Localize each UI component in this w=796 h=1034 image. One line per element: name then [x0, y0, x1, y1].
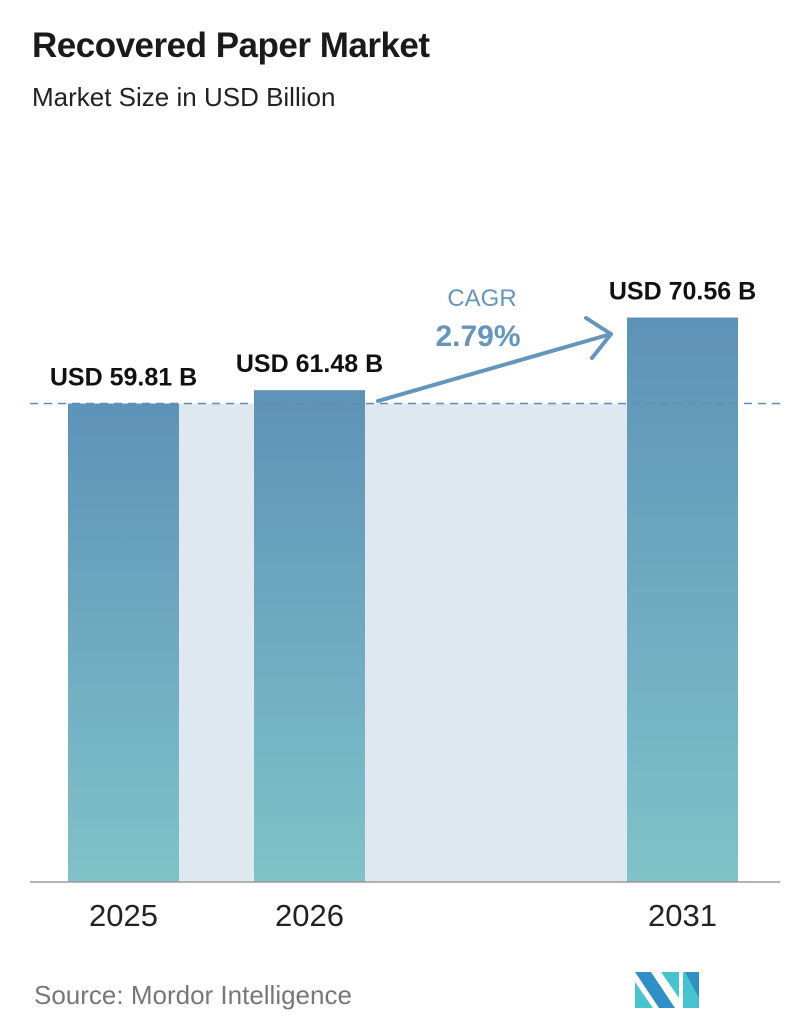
data-label-2025: USD 59.81 B: [50, 364, 197, 392]
x-tick-label-2025: 2025: [89, 898, 158, 933]
cagr-value: 2.79%: [435, 320, 520, 353]
cagr-arrow-head: [584, 316, 613, 360]
bar-2031: [627, 317, 738, 882]
data-label-2031: USD 70.56 B: [609, 278, 756, 306]
chart-title: Recovered Paper Market: [32, 26, 430, 65]
x-tick-label-2031: 2031: [648, 898, 717, 933]
source-text: Source: Mordor Intelligence: [34, 980, 352, 1010]
chart-subtitle: Market Size in USD Billion: [32, 82, 336, 112]
cagr-arrow: [376, 316, 613, 403]
bar-2026: [254, 390, 365, 882]
data-label-2026: USD 61.48 B: [236, 350, 383, 378]
x-tick-label-2026: 2026: [275, 898, 344, 933]
mordor-logo: [635, 972, 699, 1008]
cagr-label: CAGR: [447, 285, 516, 312]
bar-2025: [68, 403, 179, 882]
cagr-arrow-shaft: [376, 332, 613, 403]
baseline-band: [179, 403, 627, 882]
